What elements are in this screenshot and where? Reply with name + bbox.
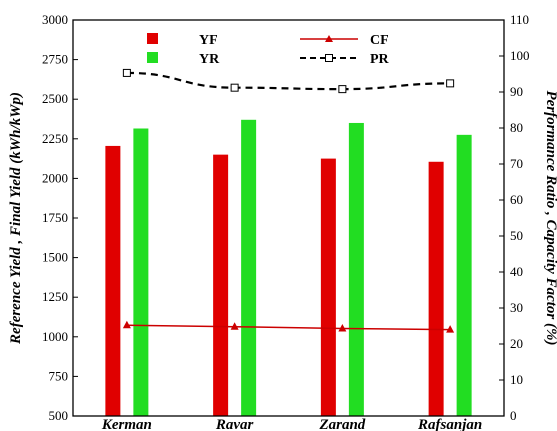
- legend-swatch-yr: [147, 52, 158, 63]
- right-tick-label-110: 110: [510, 12, 529, 27]
- right-tick-label-100: 100: [510, 48, 530, 63]
- legend: YF YR CF PR: [147, 33, 390, 67]
- legend-label-yr: YR: [199, 52, 220, 67]
- bar-yr-zarand: [348, 122, 364, 417]
- marker-pr-rafsanjan: [446, 79, 455, 88]
- left-tick-label-2000: 2000: [42, 170, 68, 185]
- x-axis: Kerman Ravar Zarand Rafsanjan: [101, 417, 482, 431]
- bars-layer: [105, 119, 472, 417]
- marker-cf-kerman: [122, 320, 131, 329]
- legend-label-pr: PR: [370, 52, 390, 67]
- left-axis-label: Reference Yield , Final Yield (kWh/kWp): [8, 92, 24, 345]
- left-tick-label-1500: 1500: [42, 250, 68, 265]
- legend-label-yf: YF: [199, 33, 218, 48]
- bar-yf-kerman: [105, 145, 121, 417]
- right-tick-label-10: 10: [510, 372, 523, 387]
- legend-marker-pr: [325, 54, 333, 62]
- right-tick-label-40: 40: [510, 264, 523, 279]
- legend-label-cf: CF: [370, 33, 389, 48]
- right-tick-label-70: 70: [510, 156, 523, 171]
- right-axis: 0 10 20 30 40 50 60 70 80 90 100 110: [499, 12, 530, 423]
- bar-yr-ravar: [241, 119, 257, 417]
- line-cf: [126, 324, 451, 331]
- left-tick-label-2250: 2250: [42, 131, 68, 146]
- right-tick-label-80: 80: [510, 120, 523, 135]
- left-axis: 500 750 1000 1250 1500 1750 2000 2250 2500 2750 30…: [42, 12, 78, 423]
- left-tick-label-3000: 3000: [42, 12, 68, 27]
- bar-yr-kerman: [133, 128, 149, 416]
- bar-yf-rafsanjan: [428, 161, 444, 416]
- marker-pr-kerman: [122, 68, 131, 77]
- right-tick-label-0: 0: [510, 408, 517, 423]
- marker-cf-ravar: [230, 322, 239, 330]
- right-tick-label-50: 50: [510, 228, 523, 243]
- left-tick-label-1750: 1750: [42, 210, 68, 225]
- x-category-label-zarand: Zarand: [318, 417, 365, 431]
- marker-cf-rafsanjan: [446, 325, 455, 333]
- lines-layer: [122, 68, 455, 333]
- left-tick-label-1250: 1250: [42, 289, 68, 304]
- left-tick-label-2750: 2750: [42, 52, 68, 67]
- x-category-label-kerman: Kerman: [101, 417, 152, 431]
- right-tick-label-90: 90: [510, 84, 523, 99]
- right-axis-label: Performance Ratio , Capacity Factor (%): [543, 91, 557, 346]
- left-tick-label-1000: 1000: [42, 329, 68, 344]
- right-tick-label-60: 60: [510, 192, 523, 207]
- right-tick-label-20: 20: [510, 336, 523, 351]
- left-tick-label-2500: 2500: [42, 91, 68, 106]
- bar-yf-ravar: [213, 154, 229, 416]
- bar-yr-rafsanjan: [456, 134, 472, 416]
- marker-cf-zarand: [338, 324, 347, 332]
- line-pr: [126, 71, 451, 91]
- marker-pr-ravar: [230, 83, 239, 92]
- right-tick-label-30: 30: [510, 300, 523, 315]
- left-tick-label-500: 500: [49, 408, 69, 423]
- marker-pr-zarand: [338, 85, 347, 94]
- x-category-label-rafsanjan: Rafsanjan: [417, 417, 482, 431]
- x-category-label-ravar: Ravar: [215, 417, 254, 431]
- legend-marker-cf: [325, 35, 333, 42]
- left-tick-label-750: 750: [49, 368, 69, 383]
- legend-swatch-yf: [147, 33, 158, 44]
- bar-yf-zarand: [320, 158, 336, 416]
